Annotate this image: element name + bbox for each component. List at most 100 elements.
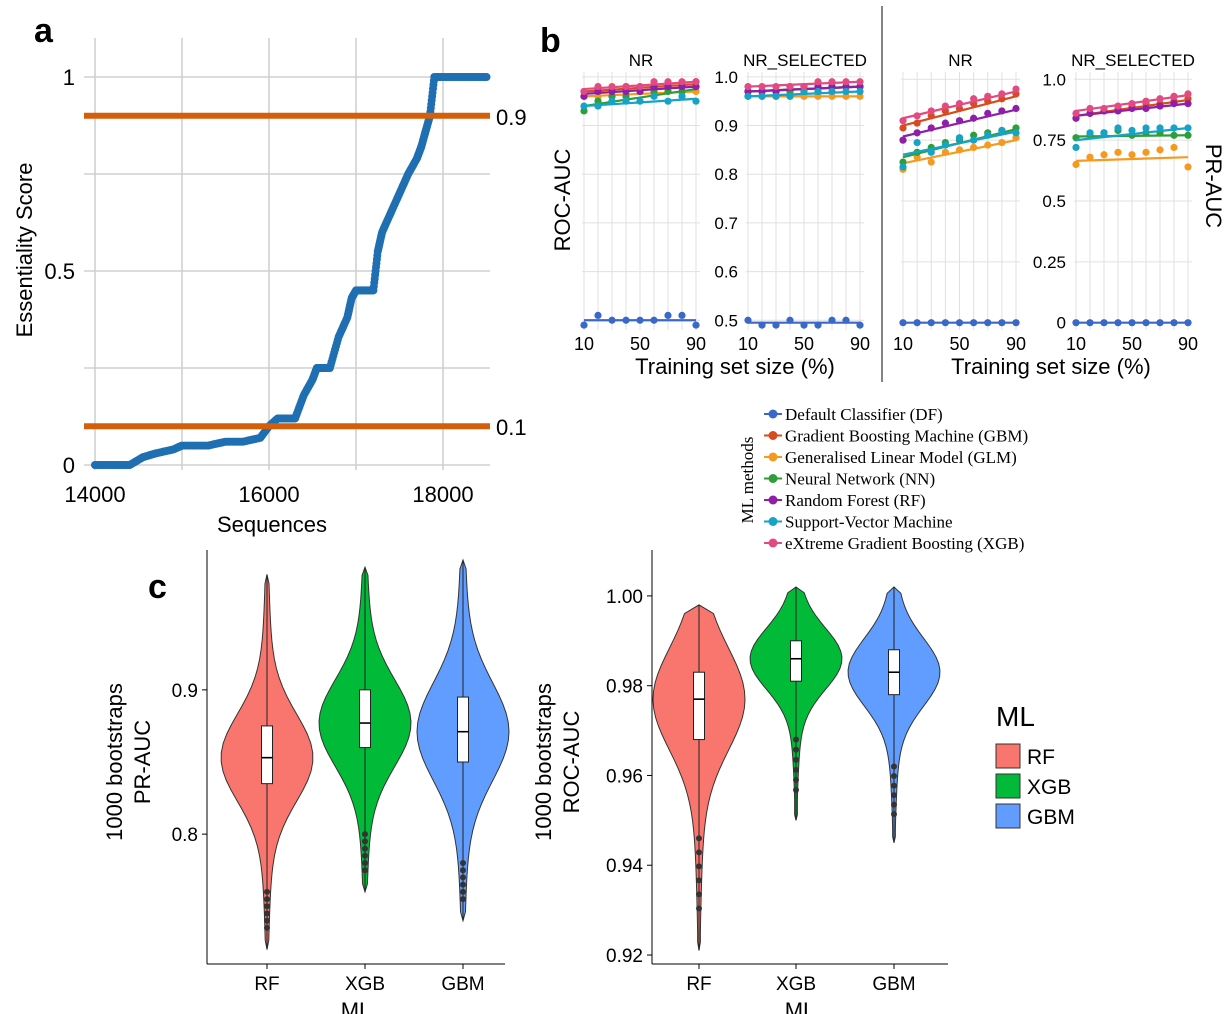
legend-title: ML <box>996 701 1035 732</box>
outlier <box>696 835 702 842</box>
facet-title: NR_SELECTED <box>1071 51 1195 70</box>
legend-key-dot <box>768 409 778 419</box>
point-SVM <box>772 92 780 100</box>
point-RF <box>941 119 949 127</box>
point-GLM <box>1086 153 1094 161</box>
outlier <box>793 756 799 763</box>
point-SVM <box>678 92 686 100</box>
x-tick-label: 10 <box>738 334 758 354</box>
point-XGB <box>594 83 602 91</box>
y-tick-label: 0.8 <box>172 825 198 846</box>
point-SVM <box>692 97 700 105</box>
point-SVM <box>1086 129 1094 137</box>
legend-ml-methods: Default Classifier (DF) Gradient Boosting… <box>738 405 1028 553</box>
x-tick-label: 90 <box>1178 334 1198 354</box>
point-XGB <box>941 102 949 110</box>
point-XGB <box>1072 109 1080 117</box>
point-DF <box>1156 319 1164 327</box>
outlier <box>362 838 368 845</box>
point-XGB <box>1114 102 1122 110</box>
point-XGB <box>842 78 850 86</box>
trend-line-NN <box>583 87 697 108</box>
x-axis-label: ML <box>341 998 372 1014</box>
legend-entry: Generalised Linear Model (GLM) <box>785 448 1017 467</box>
point-DF <box>899 319 907 327</box>
y-tick-label: 0 <box>63 453 75 478</box>
legend-swatch <box>995 803 1021 829</box>
point-DF <box>772 321 780 329</box>
outlier <box>696 849 702 856</box>
x-tick-label: 90 <box>686 334 706 354</box>
panel-label-c: c <box>148 568 167 606</box>
point-XGB <box>1012 85 1020 93</box>
point-GLM <box>927 158 935 166</box>
y-tick-label: 0.92 <box>606 946 643 967</box>
point-DF <box>1128 319 1136 327</box>
outlier <box>793 736 799 743</box>
point-DF <box>744 316 752 324</box>
point-SVM <box>580 102 588 110</box>
point-DF <box>758 321 766 329</box>
outlier <box>891 763 897 770</box>
point-GLM <box>1100 151 1108 159</box>
point-SVM <box>984 131 992 139</box>
point-SVM <box>608 97 616 105</box>
point-XGB <box>970 95 978 103</box>
box-GBM <box>457 696 469 763</box>
point-GLM <box>941 148 949 156</box>
point-SVM <box>927 148 935 156</box>
point-SVM <box>744 92 752 100</box>
point-RF <box>899 136 907 144</box>
outlier <box>460 860 466 866</box>
point-GLM <box>955 146 964 154</box>
point-SVM <box>899 163 907 171</box>
y-tick-label: 0.9 <box>172 681 198 702</box>
outlier <box>891 811 897 818</box>
legend-key-dot <box>768 452 778 462</box>
trend-line-SVM <box>902 130 1017 156</box>
legend-key-dot <box>768 517 778 526</box>
point-RF <box>913 129 921 137</box>
x-tick-label: GBM <box>441 974 484 995</box>
point-DF <box>828 316 836 324</box>
point-DF <box>594 311 602 319</box>
legend-entry: Default Classifier (DF) <box>785 405 943 424</box>
point-XGB <box>984 92 992 100</box>
point-DF <box>814 321 822 329</box>
point-DF <box>984 319 992 327</box>
point-DF <box>955 319 964 327</box>
point-SVM <box>998 126 1006 135</box>
point-XGB <box>786 83 794 91</box>
outlier <box>793 746 799 753</box>
point-GBM <box>899 124 907 132</box>
point-DF <box>1142 319 1150 327</box>
x-axis-label: Training set size (%) <box>951 354 1151 379</box>
facet-ROC-AUC-NR_SELECTED: NR_SELECTED 10 50 90 0.5 0.6 0.7 0.8 0.9 1.0 <box>714 51 870 354</box>
point-SVM <box>758 92 766 100</box>
x-tick-label: 10 <box>1066 334 1086 354</box>
facet-ROC-AUC-NR: NR 10 50 90 <box>574 51 706 354</box>
y-tick-label: 0.8 <box>714 165 738 184</box>
y-tick-label: 0.7 <box>714 214 738 233</box>
panel-b: NR 10 50 90 NR_SELECTED 10 50 90 0.5 0.6 0.7 0.8 0.9… <box>550 6 1226 553</box>
point-XGB <box>828 78 836 86</box>
y-tick-label: 0.5 <box>1042 192 1066 211</box>
point-XGB <box>772 83 780 91</box>
point-SVM <box>664 97 672 105</box>
point-SVM <box>814 87 822 96</box>
y-tick-label: 0.5 <box>44 259 75 284</box>
threshold-label: 0.1 <box>496 415 527 440</box>
point-XGB <box>1170 92 1178 100</box>
facet-title: NR <box>948 51 973 70</box>
outlier <box>362 867 368 874</box>
outlier <box>362 845 368 852</box>
outlier <box>891 773 897 780</box>
point-DF <box>1100 319 1108 327</box>
outlier <box>793 766 799 773</box>
point-DF <box>856 321 864 329</box>
x-tick-label: RF <box>686 974 711 995</box>
panel-c-pr-auc: 0.8 0.9 RF XGB GBM ML 1000 bootstraps PR-AUC <box>102 550 510 1014</box>
x-tick-label: 16000 <box>238 482 299 507</box>
point-GBM <box>913 119 921 127</box>
x-tick-label: XGB <box>776 974 816 995</box>
